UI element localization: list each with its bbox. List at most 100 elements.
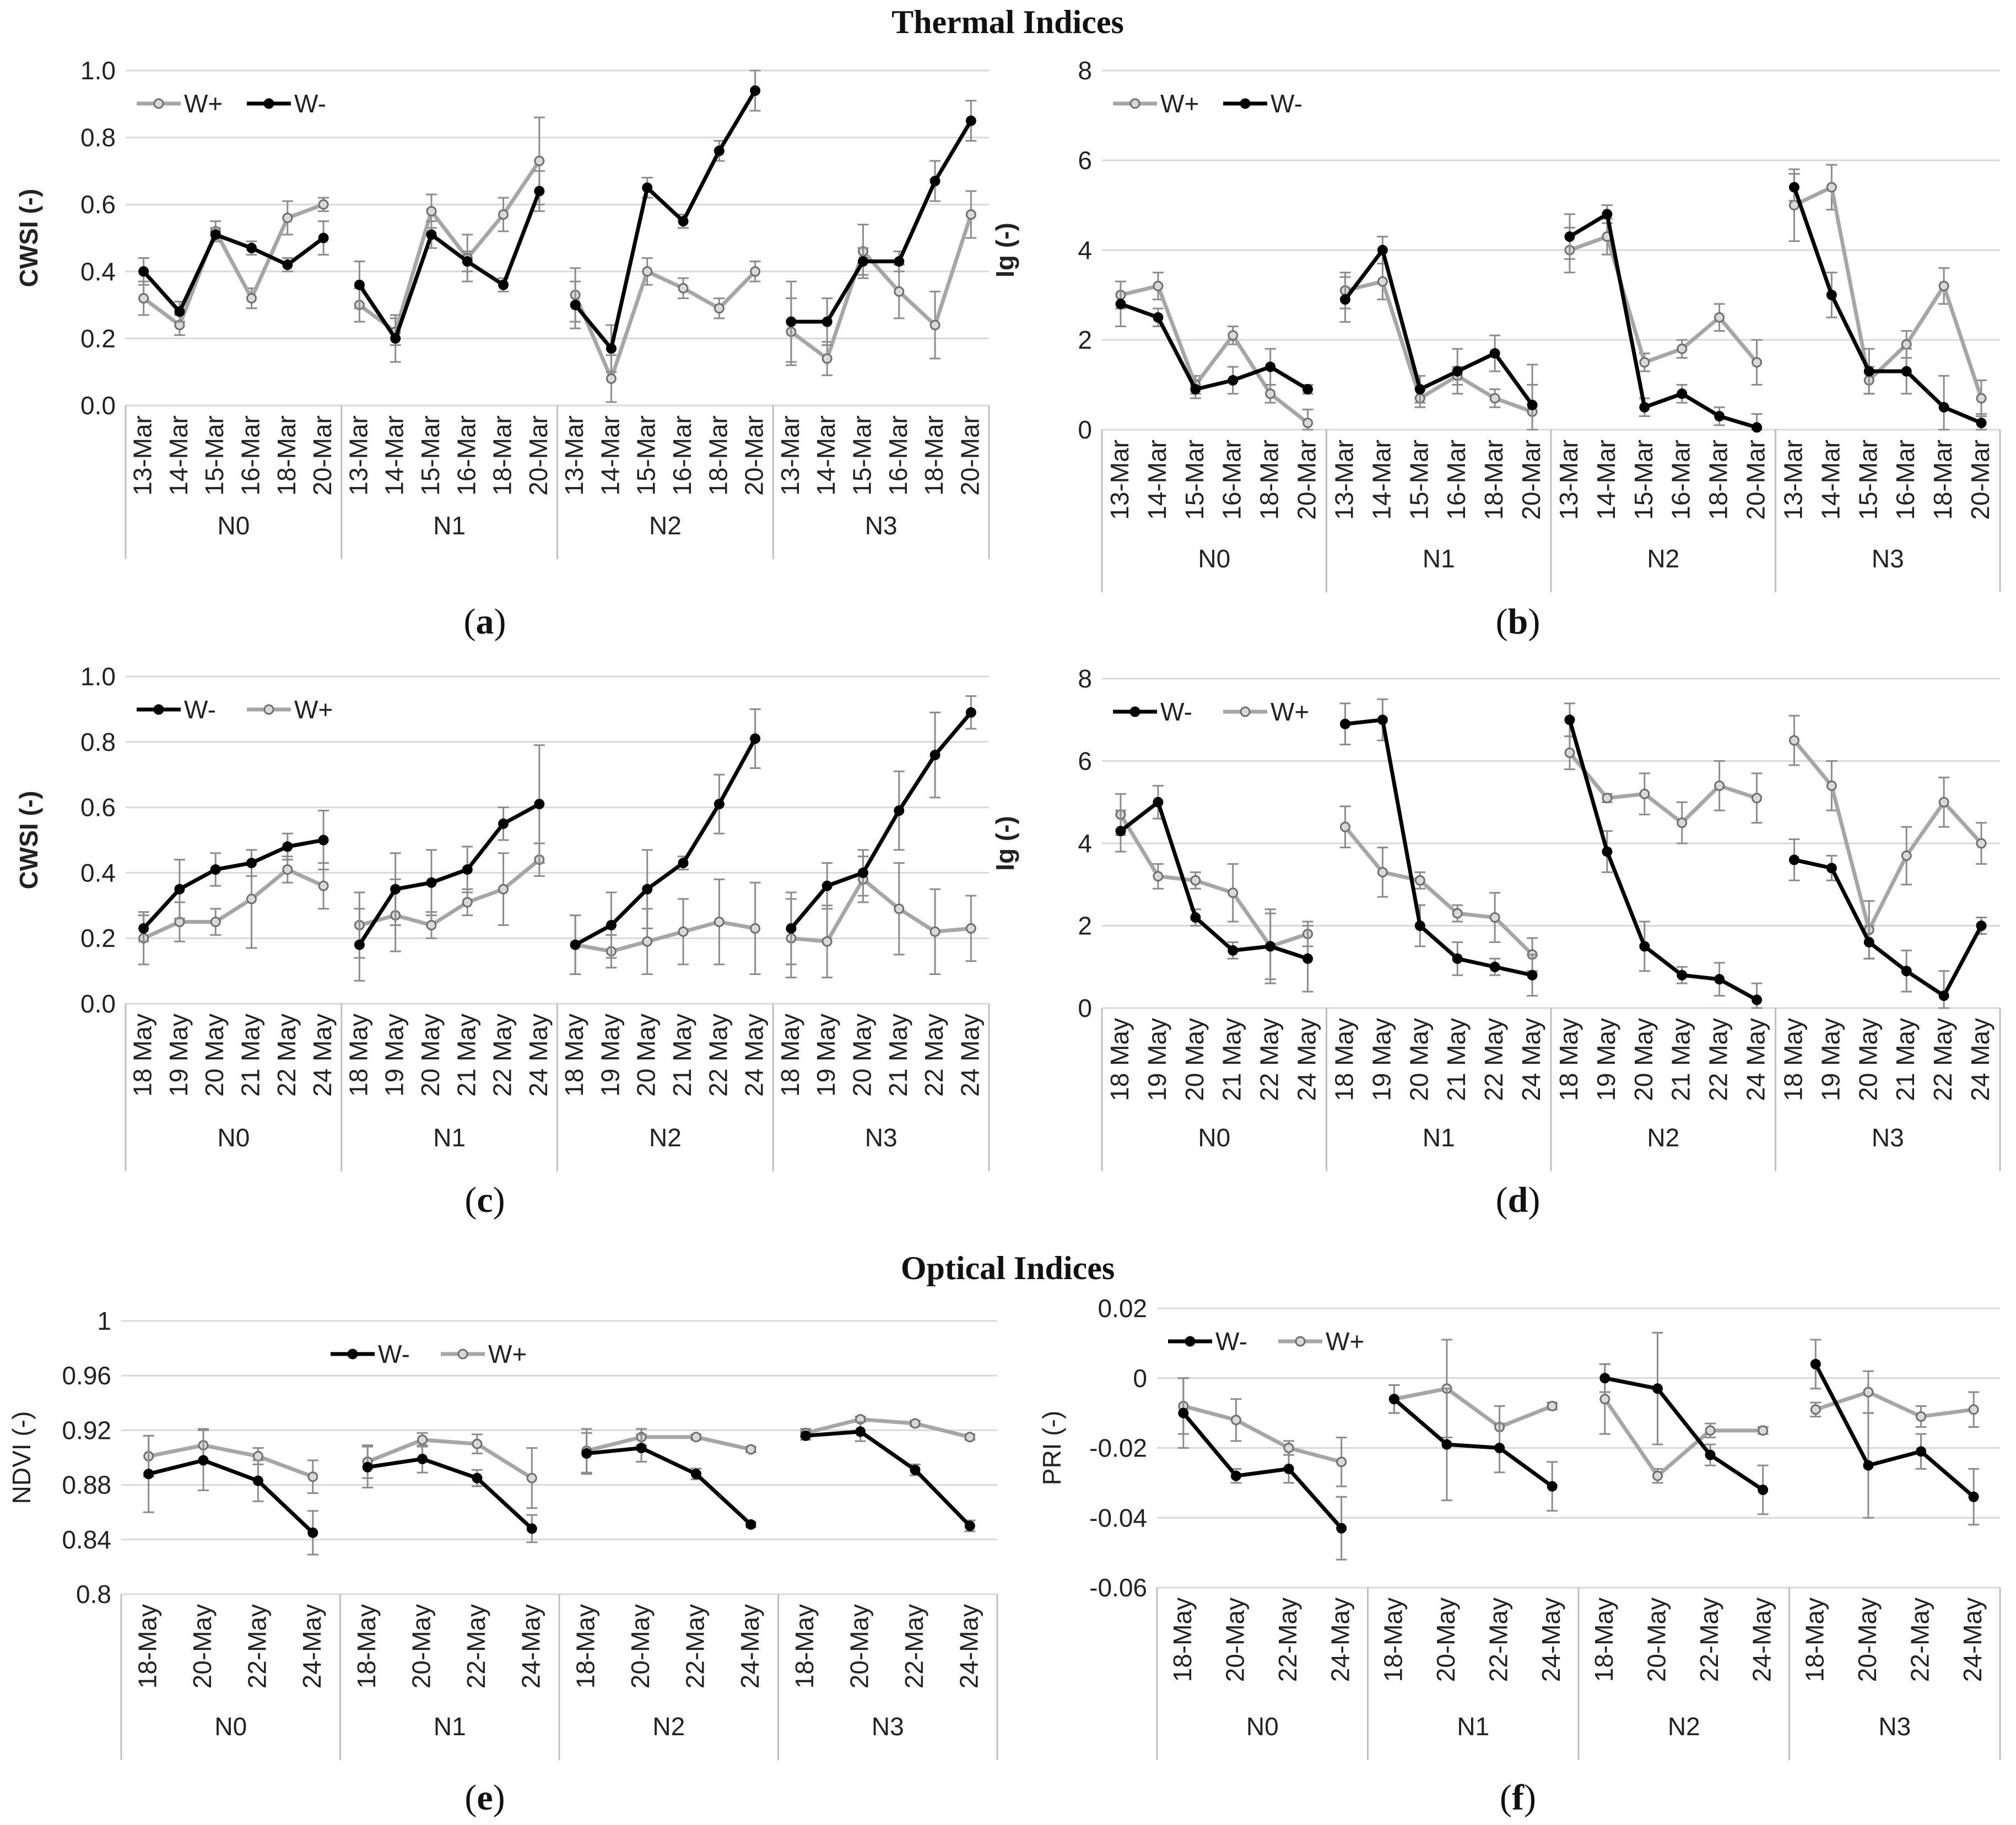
data-point-W- xyxy=(498,818,509,829)
panel-label-open: ( xyxy=(1496,602,1508,642)
data-point-W- xyxy=(1265,361,1276,372)
panel-label-open: ( xyxy=(1496,1180,1508,1220)
x-tick-label: 18 May xyxy=(1329,1018,1358,1101)
series-line-W+ xyxy=(148,1443,314,1479)
x-tick-label: 16-Mar xyxy=(452,415,480,496)
x-tick-label: 21 May xyxy=(236,1014,265,1097)
x-tick-label: 16-Mar xyxy=(1442,440,1471,520)
data-point-W- xyxy=(1377,245,1388,256)
data-point-W- xyxy=(1714,411,1725,422)
legend-marker xyxy=(1240,706,1251,717)
series-line-W- xyxy=(574,738,757,947)
panel-label-close: ) xyxy=(493,1180,505,1220)
x-tick-label: 20-Mar xyxy=(955,415,984,496)
data-point-W+ xyxy=(1265,388,1276,399)
group-label: N2 xyxy=(1668,1712,1700,1741)
data-point-W+ xyxy=(1968,1404,1979,1415)
series-line-W- xyxy=(358,190,542,340)
data-point-W- xyxy=(1339,294,1350,305)
data-point-W- xyxy=(1230,1470,1241,1481)
data-point-W+ xyxy=(745,1444,756,1455)
group-label: N1 xyxy=(1423,544,1455,573)
data-point-W- xyxy=(1788,854,1799,865)
y-axis-label: CWSI (-) xyxy=(14,189,43,288)
legend-label: W+ xyxy=(1326,1327,1364,1356)
series-line-W- xyxy=(574,89,757,351)
x-tick-label: 20-May xyxy=(626,1604,655,1688)
panel-label: (d) xyxy=(1496,1180,1541,1220)
data-point-W+ xyxy=(1901,850,1912,861)
y-tick-label: 8 xyxy=(1078,664,1092,693)
y-tick-label: 0.4 xyxy=(80,858,116,887)
data-point-W- xyxy=(1826,863,1837,874)
data-point-W+ xyxy=(714,303,725,314)
x-tick-label: 22-May xyxy=(900,1604,928,1688)
legend-marker xyxy=(347,1349,358,1360)
group-label: N0 xyxy=(1246,1712,1279,1741)
series-line-W- xyxy=(358,802,541,946)
data-point-W+ xyxy=(1810,1404,1821,1415)
series-line-W+ xyxy=(575,920,756,954)
data-point-W- xyxy=(929,750,941,761)
data-point-W+ xyxy=(534,155,545,166)
data-point-W- xyxy=(678,216,689,227)
data-point-W+ xyxy=(252,1451,263,1462)
series-line-W- xyxy=(1393,1398,1554,1488)
y-tick-label: 0 xyxy=(1133,1364,1147,1393)
data-point-W- xyxy=(138,923,149,934)
data-point-W+ xyxy=(1302,418,1314,429)
data-point-W- xyxy=(894,256,905,267)
data-point-W- xyxy=(426,877,437,888)
x-tick-label: 18 May xyxy=(776,1014,804,1097)
x-tick-label: 15-Mar xyxy=(1629,440,1658,520)
x-tick-label: 15-Mar xyxy=(1180,440,1209,520)
y-tick-label: 0.6 xyxy=(80,190,116,219)
series-line-W- xyxy=(1120,302,1309,392)
data-point-W+ xyxy=(1677,817,1688,828)
x-tick-label: 18-Mar xyxy=(1479,440,1508,520)
series-line-W+ xyxy=(1393,1387,1553,1429)
data-point-W- xyxy=(745,1519,756,1530)
group-label: N0 xyxy=(217,511,250,540)
series-line-W+ xyxy=(790,214,973,361)
x-tick-label: 15-Mar xyxy=(200,415,229,496)
group-label: N2 xyxy=(1647,1123,1679,1152)
data-point-W- xyxy=(198,1455,209,1466)
x-tick-label: 22-May xyxy=(462,1604,490,1688)
legend-label: W- xyxy=(1271,89,1302,118)
data-point-W- xyxy=(1339,718,1350,729)
data-point-W- xyxy=(1441,1439,1452,1450)
data-point-W+ xyxy=(1190,875,1201,886)
panel-label: (e) xyxy=(464,1778,505,1818)
series-line-W+ xyxy=(359,858,541,927)
data-point-W+ xyxy=(210,917,221,927)
data-point-W- xyxy=(1527,399,1538,410)
data-point-W- xyxy=(498,279,509,290)
data-point-W+ xyxy=(1599,1394,1610,1405)
data-point-W- xyxy=(714,799,725,810)
x-tick-label: 20-Mar xyxy=(308,415,337,496)
data-point-W+ xyxy=(307,1471,318,1482)
panel-label-open: ( xyxy=(464,602,476,642)
group-label: N2 xyxy=(649,1123,682,1152)
data-point-W+ xyxy=(1938,280,1949,291)
data-point-W- xyxy=(1752,994,1763,1005)
x-tick-label: 24-May xyxy=(298,1604,326,1688)
legend-label: W+ xyxy=(294,695,333,724)
data-point-W- xyxy=(1677,970,1688,981)
x-tick-label: 21 May xyxy=(1442,1018,1471,1101)
data-point-W- xyxy=(282,259,293,270)
data-point-W+ xyxy=(462,897,473,908)
series-line-W+ xyxy=(142,202,325,327)
x-tick-label: 20 May xyxy=(632,1014,661,1097)
y-tick-label: 0.84 xyxy=(62,1525,111,1554)
x-tick-label: 19 May xyxy=(164,1014,193,1097)
x-tick-label: 18-May xyxy=(571,1604,600,1688)
data-point-W+ xyxy=(1153,280,1164,291)
data-point-W+ xyxy=(1938,797,1949,808)
data-point-W- xyxy=(534,186,545,197)
y-axis-label: PRI (-) xyxy=(1037,1411,1066,1485)
group-label: N0 xyxy=(1198,1123,1230,1152)
data-point-W+ xyxy=(426,919,437,930)
x-tick-label: 18 May xyxy=(560,1014,588,1097)
